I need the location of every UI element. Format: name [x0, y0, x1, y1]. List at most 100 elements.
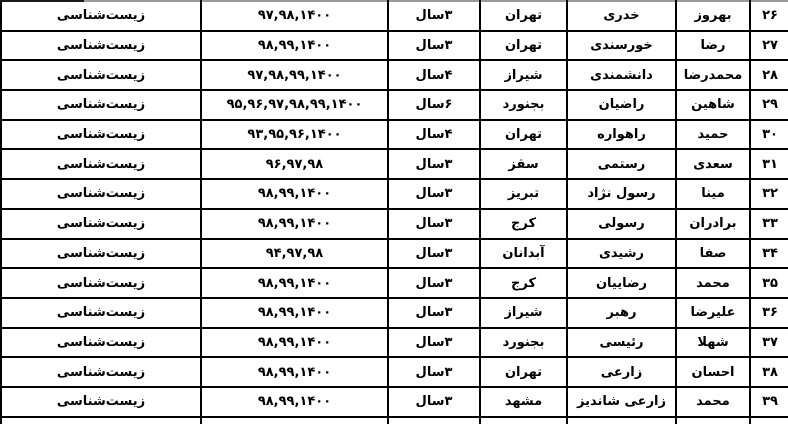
table-row: ۳۹ محمد زارعی شاندیز مشهد ۳سال ۹۸,۹۹,۱۴۰۰ زیست… — [0, 385, 788, 418]
table-row: ۲۸ محمدرضا دانشمندی شیراز ۴سال ۹۷,۹۸,۹۹,۱۴۰۰ ز… — [0, 59, 788, 92]
cell-field: زیست‌شناسی — [0, 148, 202, 181]
cell-first-name: محمد — [675, 267, 751, 299]
cell-duration: ۳سال — [387, 356, 481, 388]
cell-last-name: زارعی — [566, 356, 677, 388]
cell-city: تهران — [479, 0, 568, 32]
cell-city: شیراز — [479, 296, 568, 329]
cell-last-name: رسول نژاد — [566, 178, 677, 210]
cell-field: زیست‌شناسی — [0, 296, 202, 329]
table-row: ۳۰ حمید راهواره تهران ۴سال ۹۳,۹۵,۹۶,۱۴۰۰ زیست‌… — [0, 118, 788, 151]
cell-active-years: ۹۵,۹۶,۹۷,۹۸,۹۹,۱۴۰۰ — [200, 89, 389, 121]
cell-last-name: راهواره — [566, 118, 677, 151]
cell-row-number: ۳۲ — [749, 178, 788, 210]
cell-field — [0, 415, 202, 424]
cell-city: مشهد — [479, 385, 568, 418]
cell-last-name: دانشمندی — [566, 59, 677, 92]
cell-last-name: خدری — [566, 0, 677, 32]
cell-field: زیست‌شناسی — [0, 0, 202, 32]
cell-active-years: ۹۴,۹۷,۹۸ — [200, 237, 389, 270]
table-row: ۳۱ سعدی رستمی سقز ۳سال ۹۶,۹۷,۹۸ زیست‌شناسی — [0, 148, 788, 181]
cell-first-name: شهلا — [675, 326, 751, 359]
cell-city: کرج — [479, 207, 568, 240]
cell-last-name: رستمی — [566, 148, 677, 181]
cell-field: زیست‌شناسی — [0, 267, 202, 299]
cell-field: زیست‌شناسی — [0, 356, 202, 388]
cell-field: زیست‌شناسی — [0, 207, 202, 240]
cell-first-name: بهروز — [675, 0, 751, 32]
cell-active-years: ۹۸,۹۹,۱۴۰۰ — [200, 296, 389, 329]
cell-first-name: حمید — [675, 118, 751, 151]
cell-first-name: احسان — [675, 356, 751, 388]
cell-duration: ۴سال — [387, 118, 481, 151]
table-row: ۳۶ علیرضا رهبر شیراز ۳سال ۹۸,۹۹,۱۴۰۰ زیست‌شناس… — [0, 296, 788, 329]
cell-first-name: شاهین — [675, 89, 751, 121]
cell-duration: ۳سال — [387, 296, 481, 329]
cell-row-number: ۲۸ — [749, 59, 788, 92]
cell-row-number: ۳۶ — [749, 296, 788, 329]
table-row: ۲۹ شاهین راضیان بجنورد ۶سال ۹۵,۹۶,۹۷,۹۸,۹۹,۱۴… — [0, 89, 788, 121]
table-row: ۳۴ صفا رشیدی آبدانان ۳سال ۹۴,۹۷,۹۸ زیست‌شناسی — [0, 237, 788, 270]
cell-row-number: ۳۵ — [749, 267, 788, 299]
cell-active-years — [200, 415, 389, 424]
cell-duration: ۳سال — [387, 237, 481, 270]
table-row: ۳۸ احسان زارعی تهران ۳سال ۹۸,۹۹,۱۴۰۰ زیست‌شناس… — [0, 356, 788, 388]
cell-last-name: رشیدی — [566, 237, 677, 270]
cell-duration: ۳سال — [387, 178, 481, 210]
cell-city: تهران — [479, 356, 568, 388]
cell-first-name: برادران — [675, 207, 751, 240]
cell-active-years: ۹۸,۹۹,۱۴۰۰ — [200, 178, 389, 210]
cell-duration: ۳سال — [387, 326, 481, 359]
cell-field: زیست‌شناسی — [0, 118, 202, 151]
cell-row-number: ۳۹ — [749, 385, 788, 418]
cell-duration: ۳سال — [387, 0, 481, 32]
cell-field: زیست‌شناسی — [0, 89, 202, 121]
table-row-partial — [0, 415, 788, 424]
table-row: ۳۷ شهلا رئیسی بجنورد ۳سال ۹۸,۹۹,۱۴۰۰ زیست‌شناس… — [0, 326, 788, 359]
cell-row-number: ۳۴ — [749, 237, 788, 270]
cell-active-years: ۹۷,۹۸,۱۴۰۰ — [200, 0, 389, 32]
cell-active-years: ۹۸,۹۹,۱۴۰۰ — [200, 207, 389, 240]
cell-city: تبریز — [479, 178, 568, 210]
cell-last-name: رسولی — [566, 207, 677, 240]
table-row: ۳۲ مینا رسول نژاد تبریز ۳سال ۹۸,۹۹,۱۴۰۰ زیست‌ش… — [0, 178, 788, 210]
top-cut-row-border — [0, 0, 84, 2]
cell-duration: ۶سال — [387, 89, 481, 121]
cell-duration: ۴سال — [387, 59, 481, 92]
cell-active-years: ۹۶,۹۷,۹۸ — [200, 148, 389, 181]
cell-first-name: سعدی — [675, 148, 751, 181]
cell-last-name — [566, 415, 677, 424]
cell-first-name: علیرضا — [675, 296, 751, 329]
cell-field: زیست‌شناسی — [0, 385, 202, 418]
cell-row-number: ۳۷ — [749, 326, 788, 359]
cell-last-name: رهبر — [566, 296, 677, 329]
cell-active-years: ۹۸,۹۹,۱۴۰۰ — [200, 356, 389, 388]
cell-last-name: راضیان — [566, 89, 677, 121]
table-row: ۳۳ برادران رسولی کرج ۳سال ۹۸,۹۹,۱۴۰۰ زیست‌شناس… — [0, 207, 788, 240]
cell-row-number: ۳۳ — [749, 207, 788, 240]
cell-duration — [387, 415, 481, 424]
cell-city: کرج — [479, 267, 568, 299]
cell-active-years: ۹۸,۹۹,۱۴۰۰ — [200, 267, 389, 299]
cell-field: زیست‌شناسی — [0, 29, 202, 62]
cell-duration: ۳سال — [387, 148, 481, 181]
cell-first-name: رضا — [675, 29, 751, 62]
cell-city: بجنورد — [479, 89, 568, 121]
cell-field: زیست‌شناسی — [0, 178, 202, 210]
cell-city: آبدانان — [479, 237, 568, 270]
cell-city: تهران — [479, 29, 568, 62]
cell-first-name: صفا — [675, 237, 751, 270]
cell-active-years: ۹۸,۹۹,۱۴۰۰ — [200, 29, 389, 62]
cell-first-name: محمدرضا — [675, 59, 751, 92]
cell-first-name: مینا — [675, 178, 751, 210]
cell-last-name: خورسندی — [566, 29, 677, 62]
cell-active-years: ۹۷,۹۸,۹۹,۱۴۰۰ — [200, 59, 389, 92]
cell-city: بجنورد — [479, 326, 568, 359]
cell-row-number — [749, 415, 788, 424]
cell-duration: ۳سال — [387, 29, 481, 62]
cell-field: زیست‌شناسی — [0, 237, 202, 270]
cell-city: تهران — [479, 118, 568, 151]
cell-first-name — [675, 415, 751, 424]
table-row: ۲۷ رضا خورسندی تهران ۳سال ۹۸,۹۹,۱۴۰۰ زیست‌شناس… — [0, 29, 788, 62]
